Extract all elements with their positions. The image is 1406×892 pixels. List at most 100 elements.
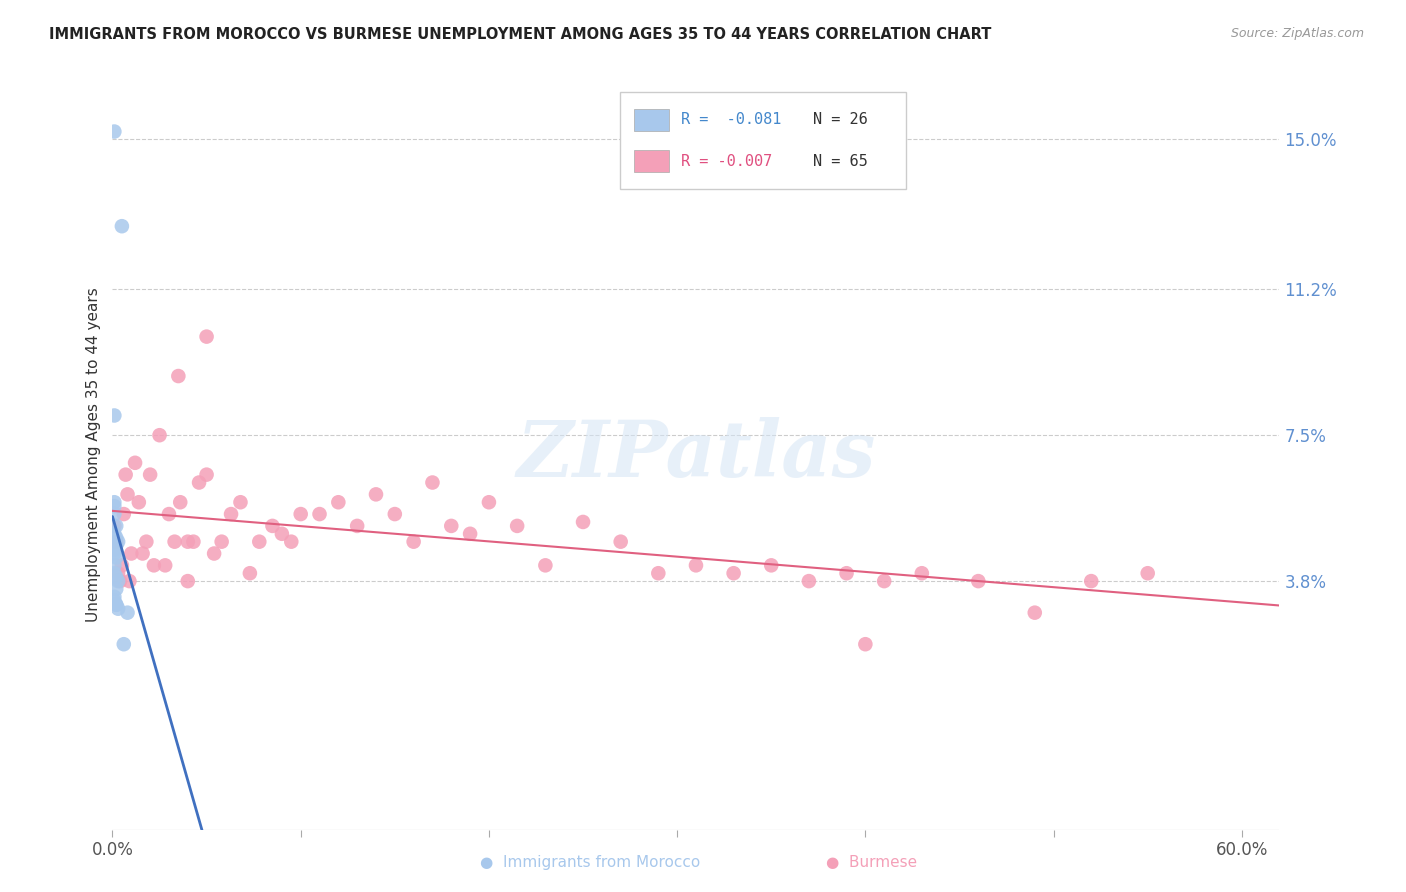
Point bbox=[107, 534, 129, 549]
Point bbox=[458, 526, 481, 541]
Point bbox=[105, 534, 128, 549]
Point bbox=[105, 550, 128, 565]
Text: R =  -0.081: R = -0.081 bbox=[681, 112, 782, 128]
Point bbox=[195, 329, 218, 343]
Point bbox=[105, 570, 128, 584]
Point bbox=[153, 558, 176, 573]
Point bbox=[103, 495, 125, 509]
Point bbox=[105, 582, 128, 596]
Point bbox=[1136, 566, 1159, 581]
Point bbox=[105, 598, 128, 612]
Point bbox=[118, 574, 141, 588]
Point bbox=[135, 534, 157, 549]
Point bbox=[290, 507, 312, 521]
Point bbox=[478, 495, 501, 509]
Point bbox=[157, 507, 180, 521]
Point bbox=[105, 598, 128, 612]
Point bbox=[117, 606, 139, 620]
Point bbox=[506, 519, 529, 533]
Point bbox=[270, 526, 292, 541]
Point bbox=[177, 534, 200, 549]
Point bbox=[647, 566, 669, 581]
Point bbox=[202, 547, 225, 561]
Point bbox=[112, 507, 135, 521]
Point bbox=[131, 547, 153, 561]
Bar bbox=[634, 150, 669, 172]
Point bbox=[384, 507, 406, 521]
Point bbox=[229, 495, 252, 509]
Point bbox=[117, 487, 139, 501]
Point bbox=[105, 539, 128, 553]
Point bbox=[114, 467, 136, 482]
Point bbox=[873, 574, 896, 588]
Point bbox=[107, 566, 129, 581]
Point bbox=[108, 574, 131, 588]
Text: ●  Immigrants from Morocco: ● Immigrants from Morocco bbox=[481, 855, 700, 870]
Point bbox=[111, 219, 134, 234]
Point bbox=[148, 428, 170, 442]
Point bbox=[103, 594, 125, 608]
Point bbox=[107, 574, 129, 588]
Point bbox=[105, 531, 128, 545]
Point bbox=[911, 566, 934, 581]
Point bbox=[572, 515, 595, 529]
Point bbox=[107, 601, 129, 615]
Point bbox=[308, 507, 330, 521]
Point bbox=[139, 467, 162, 482]
Point bbox=[364, 487, 387, 501]
Point bbox=[183, 534, 205, 549]
Point bbox=[124, 456, 146, 470]
Text: N = 26: N = 26 bbox=[813, 112, 868, 128]
Point bbox=[120, 547, 142, 561]
Point bbox=[262, 519, 284, 533]
Text: IMMIGRANTS FROM MOROCCO VS BURMESE UNEMPLOYMENT AMONG AGES 35 TO 44 YEARS CORREL: IMMIGRANTS FROM MOROCCO VS BURMESE UNEMP… bbox=[49, 27, 991, 42]
Point bbox=[797, 574, 820, 588]
Point bbox=[1024, 606, 1046, 620]
Point bbox=[163, 534, 186, 549]
Point bbox=[167, 369, 190, 384]
Text: ●  Burmese: ● Burmese bbox=[827, 855, 917, 870]
Point bbox=[103, 547, 125, 561]
Bar bbox=[634, 109, 669, 131]
Point bbox=[761, 558, 783, 573]
Point bbox=[346, 519, 368, 533]
Point bbox=[534, 558, 557, 573]
Point bbox=[609, 534, 631, 549]
Point bbox=[177, 574, 200, 588]
Y-axis label: Unemployment Among Ages 35 to 44 years: Unemployment Among Ages 35 to 44 years bbox=[86, 287, 101, 623]
Point bbox=[219, 507, 242, 521]
Point bbox=[105, 519, 128, 533]
Point bbox=[967, 574, 990, 588]
Point bbox=[103, 590, 125, 604]
Point bbox=[103, 519, 125, 533]
Point bbox=[142, 558, 165, 573]
Text: ZIPatlas: ZIPatlas bbox=[516, 417, 876, 493]
Text: Source: ZipAtlas.com: Source: ZipAtlas.com bbox=[1230, 27, 1364, 40]
Point bbox=[103, 526, 125, 541]
Point bbox=[422, 475, 444, 490]
Point bbox=[169, 495, 191, 509]
Point bbox=[440, 519, 463, 533]
Point bbox=[211, 534, 233, 549]
Point bbox=[103, 499, 125, 513]
Point bbox=[239, 566, 262, 581]
Point bbox=[280, 534, 302, 549]
Point bbox=[188, 475, 211, 490]
Point bbox=[128, 495, 150, 509]
Point bbox=[103, 507, 125, 521]
Text: N = 65: N = 65 bbox=[813, 153, 868, 169]
Point bbox=[103, 558, 125, 573]
Point bbox=[328, 495, 350, 509]
Point bbox=[402, 534, 425, 549]
Point bbox=[853, 637, 876, 651]
Point bbox=[103, 409, 125, 423]
Point bbox=[1080, 574, 1102, 588]
Point bbox=[723, 566, 745, 581]
Point bbox=[195, 467, 218, 482]
Text: R = -0.007: R = -0.007 bbox=[681, 153, 772, 169]
Point bbox=[247, 534, 270, 549]
Point bbox=[835, 566, 858, 581]
Point bbox=[103, 566, 125, 581]
Point bbox=[112, 637, 135, 651]
Point bbox=[685, 558, 707, 573]
